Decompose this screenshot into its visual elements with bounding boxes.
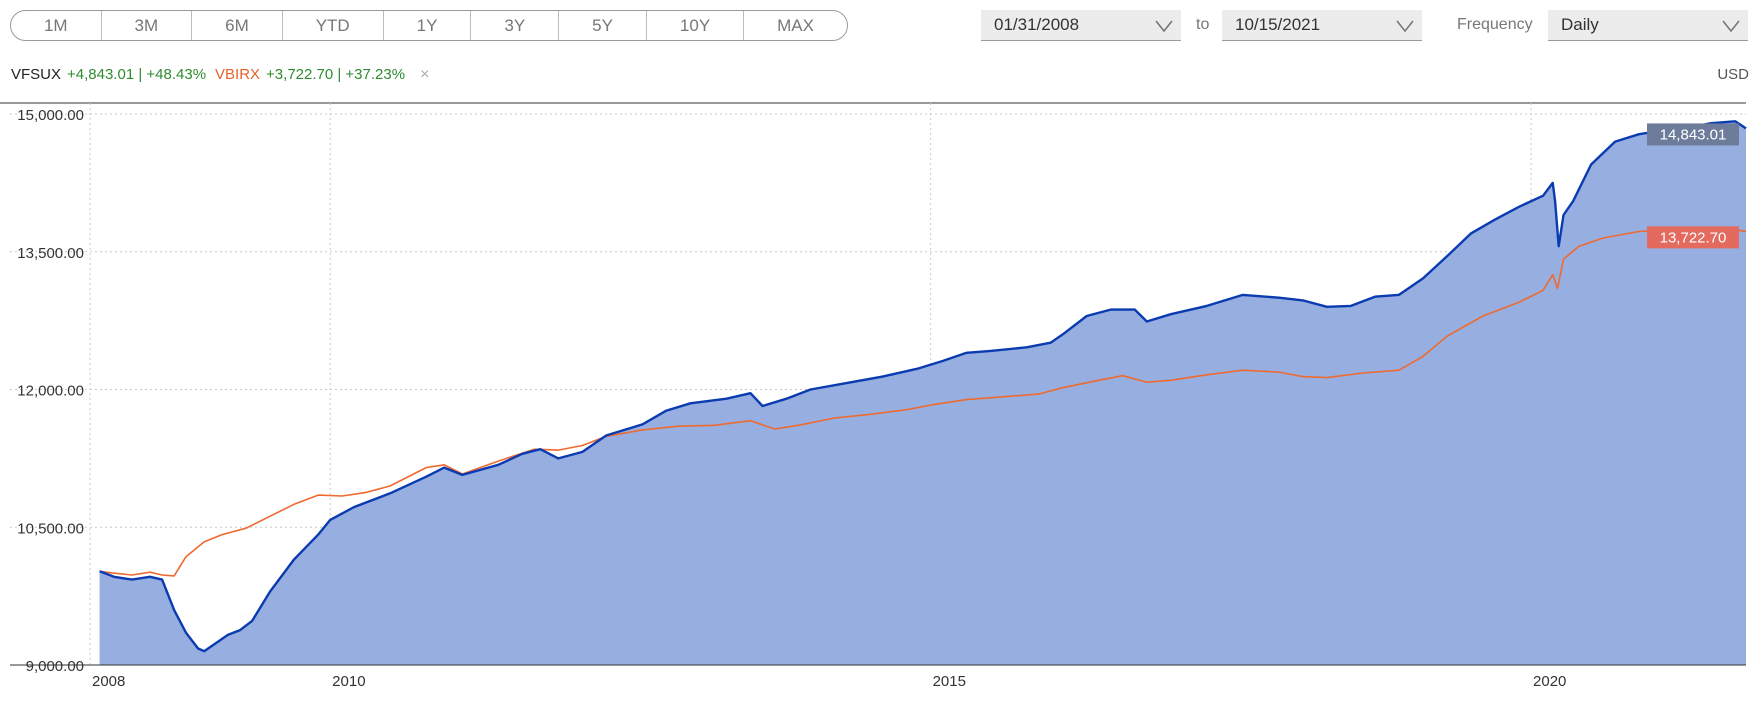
y-tick-label: 15,000.00: [17, 107, 84, 124]
start-date-dropdown[interactable]: 01/31/2008: [981, 10, 1181, 41]
legend-change-vbirx: +3,722.70 | +37.23%: [266, 66, 406, 83]
vbirx-last-value-badge-text: 13,722.70: [1660, 229, 1727, 246]
legend-change-vfsux: +4,843.01 | +48.43%: [67, 66, 207, 83]
frequency-value: Daily: [1561, 15, 1599, 34]
chevron-down-icon: [1155, 20, 1173, 33]
vbirx-last-value-badge-bg: [1647, 226, 1739, 249]
end-date-dropdown[interactable]: 10/15/2021: [1222, 10, 1422, 41]
x-tick-label: 2010: [332, 673, 365, 690]
x-tick-label: 2008: [92, 673, 125, 690]
to-label: to: [1196, 16, 1210, 33]
range-button-10y[interactable]: 10Y: [647, 11, 745, 40]
chevron-down-icon: [1722, 20, 1740, 33]
range-button-3m[interactable]: 3M: [102, 11, 193, 40]
start-date-value: 01/31/2008: [994, 15, 1080, 34]
y-tick-label: 9,000.00: [26, 658, 84, 675]
frequency-label: Frequency: [1457, 16, 1533, 33]
y-tick-label: 13,500.00: [17, 245, 84, 262]
range-button-ytd[interactable]: YTD: [283, 11, 384, 40]
remove-comparison-icon[interactable]: ×: [420, 66, 430, 83]
vfsux-last-value-badge: 14,843.01: [1647, 123, 1739, 146]
vfsux-area: [99, 121, 1747, 666]
range-button-3y[interactable]: 3Y: [471, 11, 560, 40]
end-date-value: 10/15/2021: [1235, 15, 1321, 34]
chart-legend: VFSUX +4,843.01 | +48.43% VBIRX +3,722.7…: [11, 66, 429, 84]
frequency-dropdown[interactable]: Daily: [1548, 10, 1748, 41]
chevron-down-icon: [1396, 20, 1414, 33]
range-button-max[interactable]: MAX: [777, 15, 814, 35]
range-button-5y[interactable]: 5Y: [559, 11, 647, 40]
legend-ticker-vbirx[interactable]: VBIRX: [215, 66, 261, 83]
x-tick-label: 2020: [1533, 673, 1566, 690]
vfsux-last-value-badge-text: 14,843.01: [1660, 126, 1727, 143]
time-range-selector: 1M 3M 6M YTD 1Y 3Y 5Y 10Y MAX: [10, 10, 848, 41]
vfsux-line: [99, 120, 1747, 653]
range-button-6m[interactable]: 6M: [192, 11, 283, 40]
vbirx-line: [99, 227, 1747, 577]
x-tick-label: 2015: [933, 673, 966, 690]
y-tick-label: 10,500.00: [17, 520, 84, 537]
vfsux-last-value-badge-bg: [1647, 123, 1739, 146]
range-button-1y[interactable]: 1Y: [384, 11, 472, 40]
currency-label: USD: [1717, 66, 1749, 83]
vbirx-last-value-badge: 13,722.70: [1647, 226, 1739, 249]
range-button-1m[interactable]: 1M: [11, 11, 102, 40]
legend-ticker-vfsux[interactable]: VFSUX: [11, 66, 62, 83]
y-tick-label: 12,000.00: [17, 383, 84, 400]
